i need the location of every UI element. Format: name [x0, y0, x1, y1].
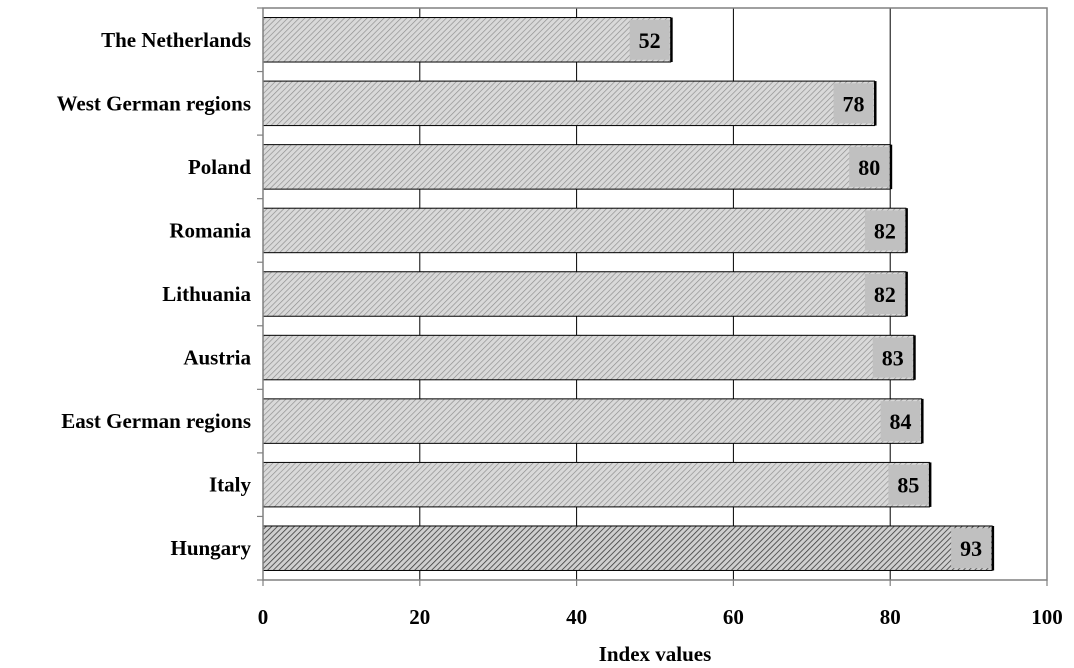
category-label: Hungary	[170, 536, 251, 560]
data-label-box	[849, 146, 890, 187]
bar-poland	[262, 144, 891, 190]
data-label: 84	[890, 409, 912, 434]
bars	[262, 17, 995, 571]
data-label: 82	[874, 282, 896, 307]
category-label: The Netherlands	[101, 28, 251, 52]
bar-lithuania	[262, 271, 907, 317]
data-label: 78	[843, 91, 865, 116]
data-label: 85	[897, 473, 919, 498]
x-tick-label-60: 60	[723, 605, 744, 629]
data-label: 52	[639, 28, 661, 53]
category-label: Romania	[169, 218, 251, 242]
data-label-box	[872, 337, 913, 378]
bar-the-netherlands	[262, 17, 672, 63]
category-label: West German regions	[57, 91, 251, 115]
x-tick-label-40: 40	[566, 605, 587, 629]
data-label-box	[864, 210, 905, 251]
labels: 0 20 40 60 80 100 The Netherlands 52 West German…	[57, 19, 1063, 629]
axes	[257, 7, 1048, 586]
data-label: 93	[960, 536, 982, 561]
x-tick-label-0: 0	[258, 605, 269, 629]
plot-border	[262, 7, 1048, 581]
data-label-box	[888, 464, 929, 505]
bar-austria	[262, 334, 915, 381]
bar-romania	[262, 207, 907, 254]
x-tick-label-100: 100	[1031, 605, 1063, 629]
category-label: East German regions	[61, 409, 251, 433]
data-label-box	[864, 274, 905, 314]
bar-hungary	[262, 525, 993, 571]
x-tick-label-80: 80	[880, 605, 901, 629]
x-tick-label-20: 20	[409, 605, 430, 629]
data-label: 83	[882, 346, 904, 371]
data-label-box	[833, 83, 874, 124]
category-label: Austria	[183, 346, 251, 370]
category-label: Poland	[188, 155, 251, 179]
category-label: Lithuania	[162, 282, 251, 306]
data-label-box	[629, 19, 670, 60]
data-label: 82	[874, 218, 896, 243]
category-label: Italy	[209, 473, 252, 497]
bar-west-german-regions	[262, 80, 876, 127]
data-label-box	[880, 401, 921, 442]
data-label-box	[951, 528, 992, 569]
bar-italy	[262, 461, 930, 508]
x-axis-title: Index values	[599, 642, 712, 666]
data-label: 80	[858, 155, 880, 180]
bar-east-german-regions	[262, 398, 923, 444]
